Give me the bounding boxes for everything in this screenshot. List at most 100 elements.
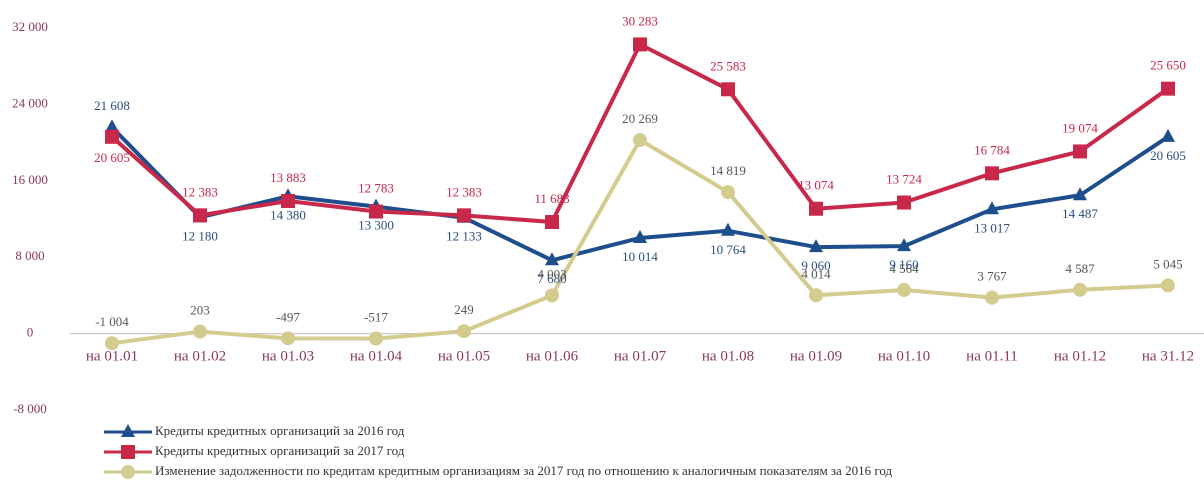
legend-label: Изменение задолженности по кредитам кред… <box>155 463 892 478</box>
marker <box>985 166 999 181</box>
x-tick-label: на 01.08 <box>702 348 754 364</box>
marker <box>633 133 647 148</box>
marker <box>105 129 119 144</box>
data-label: 16 784 <box>974 142 1010 157</box>
marker <box>721 82 735 97</box>
marker <box>281 194 295 209</box>
y-tick-label: 8 000 <box>15 248 44 263</box>
data-label: 25 583 <box>710 58 746 73</box>
y-tick-label: 16 000 <box>12 172 48 187</box>
marker <box>121 445 135 459</box>
data-label: 4 014 <box>801 266 831 281</box>
marker <box>633 37 647 52</box>
marker <box>1161 81 1175 96</box>
data-label: -1 004 <box>95 314 129 329</box>
data-label: 12 383 <box>182 184 218 199</box>
data-label: 19 074 <box>1062 120 1098 135</box>
marker <box>193 324 207 339</box>
data-label: 4 564 <box>889 261 919 276</box>
marker <box>1161 128 1175 142</box>
y-tick-label: 24 000 <box>12 95 48 110</box>
data-label: 249 <box>454 302 474 317</box>
data-label: 13 883 <box>270 170 306 185</box>
x-tick-label: на 01.06 <box>526 348 579 364</box>
data-label: 12 783 <box>358 181 394 196</box>
marker <box>897 283 911 298</box>
data-label: 5 045 <box>1153 256 1182 271</box>
marker <box>545 252 559 266</box>
data-label: 10 014 <box>622 249 658 264</box>
y-tick-label: 0 <box>27 325 34 340</box>
marker <box>809 201 823 216</box>
data-label: 21 608 <box>94 98 130 113</box>
data-label: 203 <box>190 303 210 318</box>
marker <box>193 208 207 223</box>
data-label: 3 767 <box>977 269 1007 284</box>
data-label: 12 180 <box>182 228 218 243</box>
data-label: 7 680 <box>537 271 566 286</box>
data-label: 9 160 <box>889 257 918 272</box>
y-tick-label: 32 000 <box>12 19 48 34</box>
marker <box>809 239 823 253</box>
data-label: 4 003 <box>537 266 566 281</box>
marker <box>545 215 559 230</box>
marker <box>809 288 823 303</box>
x-tick-label: на 01.04 <box>350 348 403 364</box>
data-label: 14 380 <box>270 207 306 222</box>
data-label: 11 683 <box>534 191 569 206</box>
x-tick-label: на 01.05 <box>438 348 490 364</box>
data-label: 20 269 <box>622 111 658 126</box>
data-label: -517 <box>364 310 388 325</box>
marker <box>369 331 383 346</box>
marker <box>457 208 471 223</box>
data-label: 14 819 <box>710 163 746 178</box>
marker <box>545 288 559 303</box>
data-label: 30 283 <box>622 13 658 28</box>
x-tick-label: на 01.03 <box>262 348 314 364</box>
marker <box>897 195 911 210</box>
x-tick-label: на 01.07 <box>614 348 667 364</box>
x-tick-label: на 31.12 <box>1142 348 1194 364</box>
marker <box>105 336 119 351</box>
data-label: 9 060 <box>801 258 830 273</box>
x-tick-label: на 01.11 <box>966 348 1018 364</box>
marker <box>121 424 135 437</box>
marker <box>985 201 999 215</box>
marker <box>281 331 295 346</box>
marker <box>1073 187 1087 201</box>
data-label: 25 650 <box>1150 58 1186 73</box>
legend-label: Кредиты кредитных организаций за 2017 го… <box>155 443 405 458</box>
data-label: 4 587 <box>1065 261 1095 276</box>
x-tick-label: на 01.01 <box>86 348 138 364</box>
data-label: 13 074 <box>798 178 834 193</box>
x-tick-label: на 01.02 <box>174 348 226 364</box>
data-label: 10 764 <box>710 242 746 257</box>
data-label: 13 300 <box>358 218 394 233</box>
marker <box>105 119 119 133</box>
data-label: 13 017 <box>974 220 1010 235</box>
marker <box>633 229 647 243</box>
x-tick-label: на 01.12 <box>1054 348 1106 364</box>
data-label: 20 605 <box>1150 148 1186 163</box>
marker <box>897 238 911 252</box>
marker <box>1073 282 1087 297</box>
data-label: 14 487 <box>1062 206 1098 221</box>
marker <box>457 324 471 339</box>
marker <box>721 222 735 236</box>
marker <box>121 465 135 479</box>
marker <box>1073 144 1087 159</box>
marker <box>1161 278 1175 293</box>
data-label: 20 605 <box>94 150 130 165</box>
data-label: -497 <box>276 309 300 324</box>
x-tick-label: на 01.10 <box>878 348 930 364</box>
data-label: 13 724 <box>886 172 922 187</box>
data-label: 12 133 <box>446 229 482 244</box>
marker <box>721 185 735 200</box>
x-tick-label: на 01.09 <box>790 348 842 364</box>
marker <box>985 290 999 305</box>
data-label: 12 383 <box>446 184 482 199</box>
y-tick-label: -8 000 <box>13 401 47 416</box>
marker <box>369 204 383 219</box>
legend-label: Кредиты кредитных организаций за 2016 го… <box>155 423 405 438</box>
